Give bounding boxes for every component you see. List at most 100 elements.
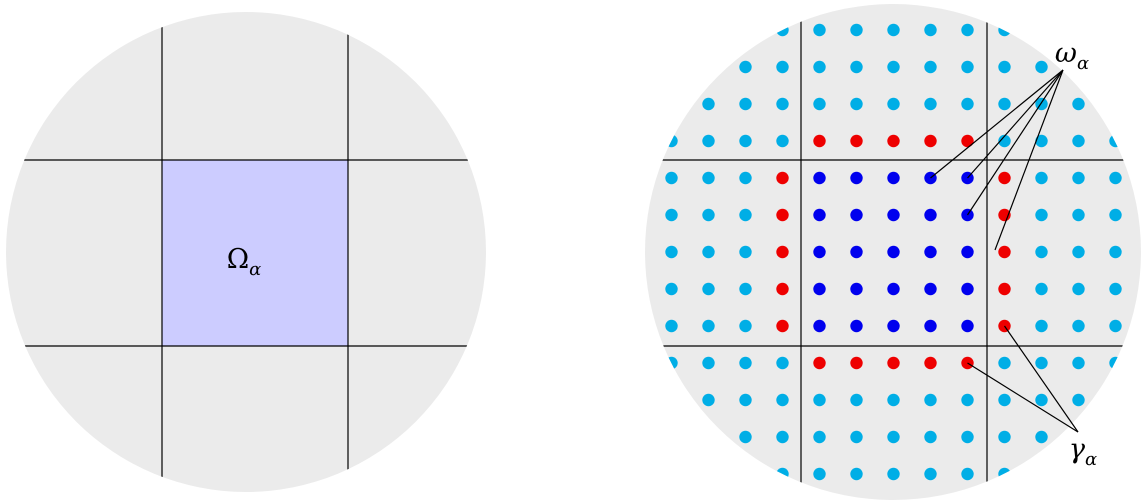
gamma-alpha-node-label: γα xyxy=(1069,434,1097,470)
boundary-node xyxy=(998,283,1010,295)
interior-node xyxy=(887,246,899,258)
exterior-node xyxy=(850,98,862,110)
exterior-node xyxy=(702,394,714,406)
exterior-node xyxy=(924,24,936,36)
exterior-node xyxy=(1035,209,1047,221)
exterior-node xyxy=(702,135,714,147)
exterior-node xyxy=(998,394,1010,406)
exterior-node xyxy=(665,283,677,295)
exterior-node xyxy=(887,468,899,480)
exterior-node xyxy=(961,24,973,36)
exterior-node xyxy=(776,394,788,406)
interior-node xyxy=(813,283,825,295)
exterior-node xyxy=(850,61,862,73)
exterior-node xyxy=(1035,246,1047,258)
exterior-node xyxy=(1035,135,1047,147)
interior-node xyxy=(924,320,936,332)
exterior-node xyxy=(702,172,714,184)
interior-node xyxy=(887,283,899,295)
exterior-node xyxy=(776,431,788,443)
exterior-node xyxy=(813,98,825,110)
exterior-node xyxy=(1035,431,1047,443)
exterior-node xyxy=(1072,98,1084,110)
exterior-node xyxy=(702,98,714,110)
exterior-node xyxy=(813,468,825,480)
exterior-node xyxy=(1035,357,1047,369)
exterior-node xyxy=(1072,394,1084,406)
exterior-node xyxy=(924,61,936,73)
exterior-node xyxy=(702,209,714,221)
boundary-node xyxy=(850,135,862,147)
boundary-node xyxy=(813,135,825,147)
exterior-node xyxy=(813,394,825,406)
exterior-node xyxy=(1109,135,1121,147)
exterior-node xyxy=(961,468,973,480)
exterior-node xyxy=(739,61,751,73)
exterior-node xyxy=(665,357,677,369)
exterior-node xyxy=(887,394,899,406)
boundary-node xyxy=(924,135,936,147)
boundary-node xyxy=(961,135,973,147)
exterior-node xyxy=(998,61,1010,73)
boundary-node xyxy=(776,283,788,295)
interior-node xyxy=(961,246,973,258)
interior-node xyxy=(850,246,862,258)
exterior-node xyxy=(850,468,862,480)
exterior-node xyxy=(924,468,936,480)
exterior-node xyxy=(924,431,936,443)
interior-node xyxy=(850,283,862,295)
exterior-node xyxy=(998,431,1010,443)
exterior-node xyxy=(1035,61,1047,73)
interior-node xyxy=(813,320,825,332)
exterior-node xyxy=(961,61,973,73)
interior-node xyxy=(813,209,825,221)
exterior-node xyxy=(739,357,751,369)
interior-node xyxy=(887,320,899,332)
exterior-node xyxy=(961,98,973,110)
exterior-node xyxy=(998,98,1010,110)
exterior-node xyxy=(665,246,677,258)
boundary-node xyxy=(776,172,788,184)
exterior-node xyxy=(924,394,936,406)
exterior-node xyxy=(1109,209,1121,221)
exterior-node xyxy=(702,357,714,369)
exterior-node xyxy=(813,61,825,73)
boundary-node xyxy=(776,320,788,332)
exterior-node xyxy=(739,135,751,147)
exterior-node xyxy=(1072,172,1084,184)
boundary-node xyxy=(850,357,862,369)
exterior-node xyxy=(702,246,714,258)
boundary-node xyxy=(887,357,899,369)
exterior-node xyxy=(1109,246,1121,258)
exterior-node xyxy=(665,209,677,221)
interior-node xyxy=(924,209,936,221)
exterior-node xyxy=(776,357,788,369)
exterior-node xyxy=(739,320,751,332)
exterior-node xyxy=(1109,172,1121,184)
exterior-node xyxy=(1035,283,1047,295)
exterior-node xyxy=(1035,394,1047,406)
exterior-node xyxy=(1072,283,1084,295)
exterior-node xyxy=(1109,320,1121,332)
exterior-node xyxy=(887,61,899,73)
exterior-node xyxy=(776,61,788,73)
boundary-node xyxy=(998,246,1010,258)
exterior-node xyxy=(739,394,751,406)
exterior-node xyxy=(739,246,751,258)
interior-node xyxy=(850,172,862,184)
exterior-node xyxy=(665,320,677,332)
interior-node xyxy=(887,209,899,221)
exterior-node xyxy=(702,320,714,332)
exterior-node xyxy=(1072,209,1084,221)
exterior-node xyxy=(961,394,973,406)
boundary-node xyxy=(924,357,936,369)
boundary-node xyxy=(813,357,825,369)
exterior-node xyxy=(887,98,899,110)
exterior-node xyxy=(1072,135,1084,147)
interior-node xyxy=(813,172,825,184)
exterior-node xyxy=(998,468,1010,480)
interior-node xyxy=(961,283,973,295)
exterior-node xyxy=(702,283,714,295)
exterior-node xyxy=(850,24,862,36)
